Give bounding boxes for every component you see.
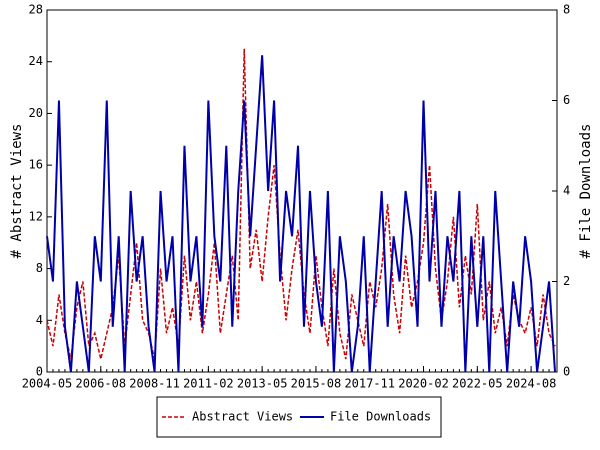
- legend-label: Abstract Views: [192, 410, 293, 424]
- x-tick-label: 2017-11: [344, 377, 395, 391]
- y2-tick-label: 4: [563, 184, 570, 198]
- x-tick-label: 2020-02: [398, 377, 449, 391]
- y-tick-label: 8: [36, 261, 43, 275]
- x-tick-label: 2006-08: [76, 377, 127, 391]
- y-axis-title: # Abstract Views: [9, 124, 25, 259]
- y-tick-label: 28: [29, 3, 43, 17]
- plot-frame: [46, 9, 558, 373]
- y2-tick-label: 2: [563, 274, 570, 288]
- x-tick-label: 2022-05: [452, 377, 503, 391]
- y-tick-label: 16: [29, 158, 43, 172]
- y-tick-label: 12: [29, 209, 43, 223]
- y2-tick-label: 0: [563, 365, 570, 379]
- y2-tick-label: 6: [563, 93, 570, 107]
- x-tick-label: 2004-05: [22, 377, 73, 391]
- legend-label: File Downloads: [330, 410, 431, 424]
- x-tick-label: 2013-05: [237, 377, 288, 391]
- y2-axis-title: # File Downloads: [578, 124, 594, 259]
- y-tick-label: 24: [29, 54, 43, 68]
- x-tick-label: 2011-02: [183, 377, 234, 391]
- y-tick-label: 20: [29, 106, 43, 120]
- y2-tick-label: 8: [563, 3, 570, 17]
- y-tick-label: 0: [36, 365, 43, 379]
- series-line: [46, 55, 557, 373]
- x-tick-label: 2015-08: [291, 377, 342, 391]
- legend-box: [156, 396, 442, 438]
- x-tick-label: 2024-08: [506, 377, 557, 391]
- x-tick-label: 2008-11: [129, 377, 180, 391]
- y-tick-label: 4: [36, 313, 43, 327]
